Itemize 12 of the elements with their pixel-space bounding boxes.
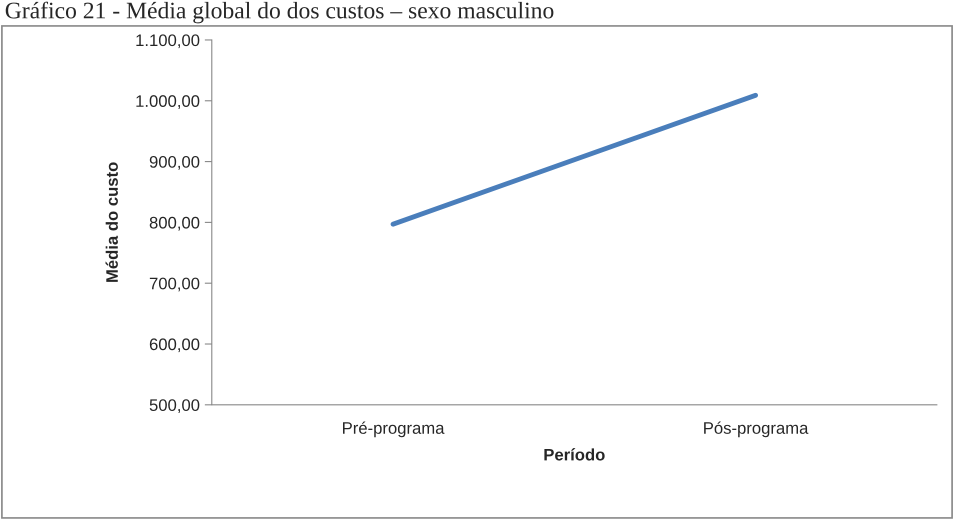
y-tick-label: 800,00 <box>150 216 200 231</box>
x-axis-title: Período <box>544 448 605 461</box>
y-tick-label: 900,00 <box>150 156 200 170</box>
x-tick-label: Pós-programa <box>704 421 808 438</box>
y-tick-label: 1.100,00 <box>136 34 200 48</box>
y-tick-label: 700,00 <box>150 278 200 292</box>
y-tick-label: 500,00 <box>150 399 200 413</box>
x-tick-label: Pré-programa <box>343 421 444 438</box>
y-tick-label: 600,00 <box>150 338 200 352</box>
chart-title: Gráfico 21 - Média global do dos custos – sexo masculino <box>6 2 554 24</box>
y-axis-title: Média do custo <box>106 162 118 282</box>
y-tick-label: 1.000,00 <box>136 95 200 109</box>
